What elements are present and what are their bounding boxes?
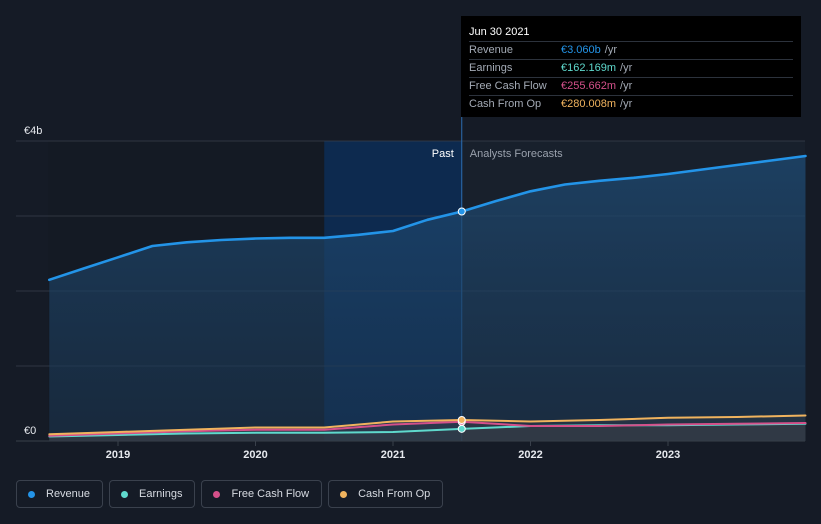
series-line-revenue — [47, 154, 807, 282]
series-line-cash-from-op — [48, 414, 807, 436]
forecast-label: Analysts Forecasts — [470, 148, 563, 160]
x-tick-label: 2023 — [656, 449, 680, 461]
marker-cash-from-op — [457, 416, 466, 424]
revenue-area — [49, 156, 806, 441]
tooltip-label: Earnings — [469, 62, 513, 74]
legend-label: Revenue — [46, 488, 91, 500]
x-tick-label: 2019 — [106, 449, 130, 461]
x-tick-label: 2022 — [518, 449, 542, 461]
tooltip-unit: /yr — [620, 80, 633, 92]
tooltip-value: €255.662m — [561, 80, 617, 92]
marker-earnings — [457, 424, 466, 433]
x-tick-label: 2020 — [243, 449, 267, 461]
legend-item-earnings[interactable]: Earnings — [109, 480, 196, 508]
legend-item-cash-from-op[interactable]: Cash From Op — [328, 480, 444, 508]
tooltip-value: €3.060b — [561, 44, 601, 56]
series-area-cash-from-op — [49, 415, 806, 441]
tooltip-row-revenue: Revenue €3.060b /yr — [469, 41, 793, 59]
tooltip-row-cash-from-op: Cash From Op €280.008m /yr — [469, 95, 793, 113]
marker-revenue — [457, 207, 466, 216]
legend-label: Earnings — [139, 488, 183, 500]
legend-label: Cash From Op — [358, 488, 431, 500]
x-tick-label: 2021 — [381, 449, 405, 461]
tooltip-unit: /yr — [604, 44, 617, 56]
series-area-earnings — [49, 423, 806, 441]
series-line-free-cash-flow — [48, 420, 807, 437]
tooltip-unit: /yr — [620, 98, 633, 110]
cash-from-op-dot-icon — [340, 490, 348, 498]
legend-item-revenue[interactable]: Revenue — [16, 480, 104, 508]
data-tooltip: Jun 30 2021 Revenue €3.060b /yr Earnings… — [461, 16, 801, 117]
free-cash-flow-dot-icon — [213, 490, 221, 498]
tooltip-value: €280.008m — [561, 98, 617, 110]
earnings-dot-icon — [121, 490, 129, 498]
tooltip-row-earnings: Earnings €162.169m /yr — [469, 59, 793, 77]
tooltip-label: Cash From Op — [469, 98, 542, 110]
revenue-dot-icon — [28, 490, 35, 498]
y-tick-label: €0 — [24, 425, 36, 437]
tooltip-date: Jun 30 2021 — [469, 26, 530, 38]
tooltip-row-free-cash-flow: Free Cash Flow €255.662m /yr — [469, 77, 793, 95]
legend-label: Free Cash Flow — [231, 488, 310, 500]
tooltip-value: €162.169m — [561, 62, 617, 74]
tooltip-unit: /yr — [620, 62, 633, 74]
past-label: Past — [432, 148, 454, 160]
legend-item-free-cash-flow[interactable]: Free Cash Flow — [201, 480, 323, 508]
tooltip-label: Revenue — [469, 44, 514, 56]
chart-legend: Revenue Earnings Free Cash Flow Cash Fro… — [16, 480, 444, 508]
y-tick-label: €4b — [24, 125, 42, 137]
tooltip-label: Free Cash Flow — [469, 80, 547, 92]
